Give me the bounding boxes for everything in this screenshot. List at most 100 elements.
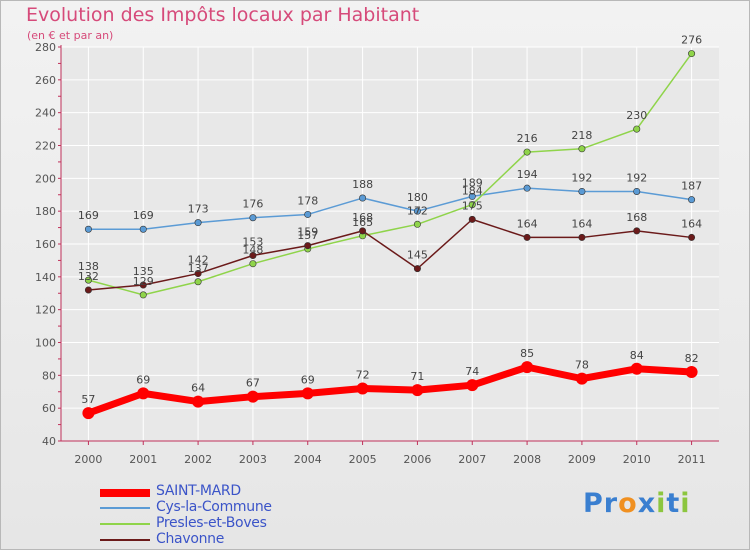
data-point bbox=[523, 233, 531, 241]
legend-label-cys-la-commune: Cys-la-Commune bbox=[156, 499, 272, 515]
y-tick-label: 80 bbox=[42, 369, 56, 382]
y-tick-label: 60 bbox=[42, 402, 56, 415]
data-label: 180 bbox=[407, 191, 428, 204]
data-label: 276 bbox=[681, 34, 702, 47]
y-tick-label: 260 bbox=[35, 74, 56, 87]
legend-swatch-presles-et-boves bbox=[100, 523, 150, 525]
data-point bbox=[249, 251, 257, 259]
data-label: 165 bbox=[352, 216, 373, 229]
x-tick-label: 2005 bbox=[349, 453, 377, 466]
data-label: 138 bbox=[78, 260, 99, 273]
legend-label-presles-et-boves: Presles-et-Boves bbox=[156, 515, 267, 531]
x-tick-label: 2000 bbox=[74, 453, 102, 466]
legend-label-saint-mard: SAINT-MARD bbox=[156, 483, 241, 499]
data-label: 67 bbox=[246, 377, 260, 390]
data-point bbox=[301, 387, 314, 400]
data-point bbox=[578, 145, 586, 153]
data-label: 85 bbox=[520, 347, 534, 360]
data-point bbox=[688, 233, 696, 241]
data-label: 69 bbox=[136, 373, 150, 386]
x-tick-label: 2007 bbox=[458, 453, 486, 466]
data-label: 69 bbox=[301, 373, 315, 386]
x-tick-label: 2008 bbox=[513, 453, 541, 466]
legend-label-chavonne: Chavonne bbox=[156, 531, 225, 547]
data-label: 172 bbox=[407, 204, 428, 217]
data-point bbox=[468, 215, 476, 223]
data-label: 164 bbox=[517, 217, 538, 230]
data-label: 169 bbox=[133, 209, 154, 222]
data-point bbox=[468, 192, 476, 200]
data-point bbox=[575, 372, 588, 385]
data-label: 72 bbox=[356, 368, 370, 381]
data-point bbox=[84, 276, 92, 284]
data-point bbox=[356, 382, 369, 395]
data-point bbox=[466, 379, 479, 392]
x-tick-label: 2003 bbox=[239, 453, 267, 466]
data-point bbox=[688, 196, 696, 204]
logo-letter: o bbox=[618, 488, 638, 519]
proxiti-logo: Proxiti bbox=[583, 488, 691, 519]
grid bbox=[61, 46, 719, 442]
data-point bbox=[411, 384, 424, 397]
data-point bbox=[249, 260, 257, 268]
data-point bbox=[304, 242, 312, 250]
series-line bbox=[84, 363, 696, 417]
data-label: 168 bbox=[352, 211, 373, 224]
data-point bbox=[523, 148, 531, 156]
data-point bbox=[304, 210, 312, 218]
y-tick-label: 140 bbox=[35, 271, 56, 284]
x-tick-label: 2001 bbox=[129, 453, 157, 466]
data-label: 153 bbox=[242, 235, 263, 248]
data-label: 145 bbox=[407, 249, 428, 262]
x-tick-label: 2009 bbox=[568, 453, 596, 466]
data-point bbox=[413, 220, 421, 228]
data-point bbox=[194, 278, 202, 286]
legend-swatch-chavonne bbox=[100, 539, 150, 541]
data-labels: 57 69 64 67 69 72 71 74 85 78 84 82 169 169 173 176 178 1… bbox=[78, 34, 702, 407]
data-label: 71 bbox=[410, 370, 424, 383]
data-point bbox=[413, 207, 421, 215]
data-point bbox=[523, 184, 531, 192]
x-tick-label: 2011 bbox=[678, 453, 706, 466]
data-point bbox=[359, 227, 367, 235]
data-label: 192 bbox=[571, 171, 592, 184]
data-point bbox=[413, 265, 421, 273]
data-label: 74 bbox=[465, 365, 479, 378]
legend-swatch-saint-mard bbox=[100, 489, 150, 497]
data-label: 184 bbox=[462, 185, 483, 198]
logo-letter: i bbox=[656, 488, 667, 519]
data-label: 187 bbox=[681, 180, 702, 193]
data-point bbox=[137, 387, 150, 400]
data-point bbox=[194, 270, 202, 278]
data-label: 164 bbox=[681, 217, 702, 230]
data-label: 175 bbox=[462, 199, 483, 212]
data-label: 157 bbox=[297, 229, 318, 242]
logo-letter: t bbox=[666, 488, 681, 519]
y-tick-label: 120 bbox=[35, 304, 56, 317]
data-label: 192 bbox=[626, 171, 647, 184]
data-point bbox=[688, 50, 696, 58]
y-tick-label: 40 bbox=[42, 435, 56, 448]
data-label: 148 bbox=[242, 244, 263, 257]
series-line bbox=[87, 218, 693, 291]
data-label: 176 bbox=[242, 198, 263, 211]
y-tick-label: 200 bbox=[35, 172, 56, 185]
data-point bbox=[633, 227, 641, 235]
axes: 40 60 80 100 120 140 160 180 200 220 240 260 280 2000… bbox=[35, 41, 719, 466]
data-label: 135 bbox=[133, 265, 154, 278]
data-label: 230 bbox=[626, 109, 647, 122]
data-point bbox=[249, 214, 257, 222]
data-point bbox=[685, 366, 698, 379]
data-point bbox=[633, 187, 641, 195]
data-label: 189 bbox=[462, 176, 483, 189]
y-tick-label: 180 bbox=[35, 205, 56, 218]
data-point bbox=[84, 225, 92, 233]
x-tick-label: 2006 bbox=[403, 453, 431, 466]
data-label: 82 bbox=[685, 352, 699, 365]
data-label: 164 bbox=[571, 217, 592, 230]
y-tick-label: 100 bbox=[35, 337, 56, 350]
data-point bbox=[139, 291, 147, 299]
data-label: 129 bbox=[133, 275, 154, 288]
logo-letter: x bbox=[637, 488, 657, 519]
